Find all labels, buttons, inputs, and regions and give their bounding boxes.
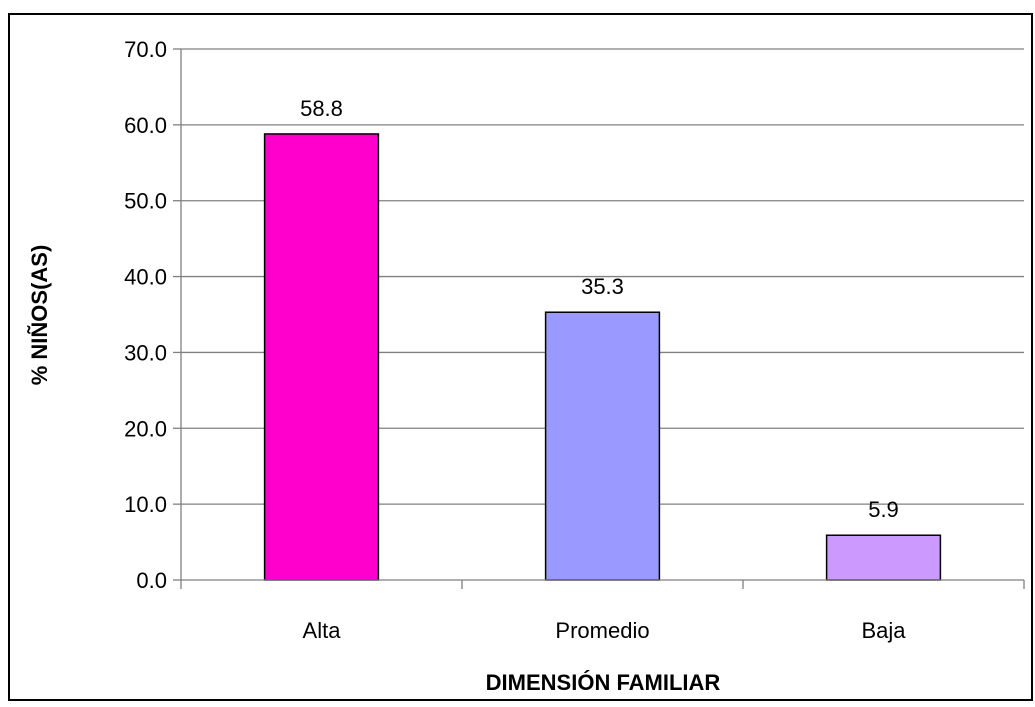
x-tick-label: Baja xyxy=(861,618,906,643)
y-tick-label: 20.0 xyxy=(124,416,167,441)
bar-promedio[interactable] xyxy=(546,312,660,580)
y-tick-label: 50.0 xyxy=(124,189,167,214)
y-tick-label: 10.0 xyxy=(124,492,167,517)
y-tick-label: 60.0 xyxy=(124,113,167,138)
x-tick-label: Promedio xyxy=(555,618,649,643)
y-tick-label: 0.0 xyxy=(136,568,167,593)
y-tick-label: 40.0 xyxy=(124,265,167,290)
x-tick-label: Alta xyxy=(303,618,342,643)
y-tick-label: 30.0 xyxy=(124,340,167,365)
bar-baja[interactable] xyxy=(827,535,941,580)
bar-alta[interactable] xyxy=(265,134,379,580)
x-axis-title: DIMENSIÓN FAMILIAR xyxy=(486,670,721,695)
data-label: 35.3 xyxy=(581,274,624,299)
data-label: 5.9 xyxy=(868,497,899,522)
data-label: 58.8 xyxy=(300,96,343,121)
y-tick-label: 70.0 xyxy=(124,37,167,62)
y-axis-title: % NIÑOS(AS) xyxy=(27,245,52,386)
